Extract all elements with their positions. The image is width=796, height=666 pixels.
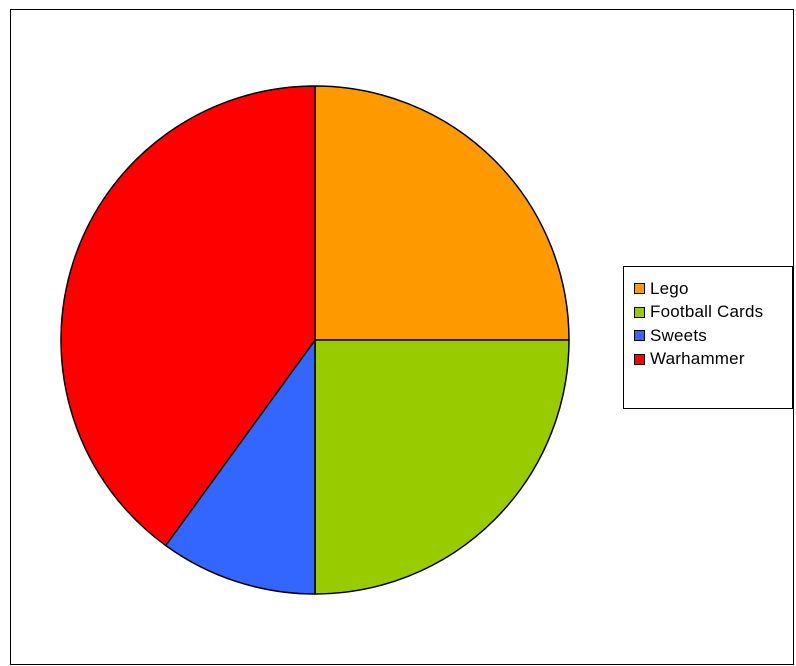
pie-slice-football-cards (314, 339, 570, 595)
pie-slice-sweets (164, 339, 316, 595)
legend-swatch-football-cards (634, 306, 645, 318)
legend-swatch-lego (634, 283, 645, 295)
legend-label-warhammer: Warhammer (650, 349, 745, 369)
legend-swatch-warhammer (634, 353, 645, 365)
legend: Lego Football Cards Sweets Warhammer (623, 266, 793, 409)
legend-item-football-cards: Football Cards (634, 301, 792, 325)
pie-slices (60, 85, 570, 595)
legend-label-football-cards: Football Cards (650, 302, 764, 322)
legend-swatch-sweets (634, 330, 645, 342)
pie-slice-lego (314, 85, 570, 341)
legend-item-lego: Lego (634, 277, 792, 301)
pie-slice-warhammer (60, 85, 316, 547)
legend-label-sweets: Sweets (650, 325, 707, 345)
legend-label-lego: Lego (650, 278, 689, 298)
legend-item-warhammer: Warhammer (634, 348, 792, 372)
legend-item-sweets: Sweets (634, 324, 792, 348)
